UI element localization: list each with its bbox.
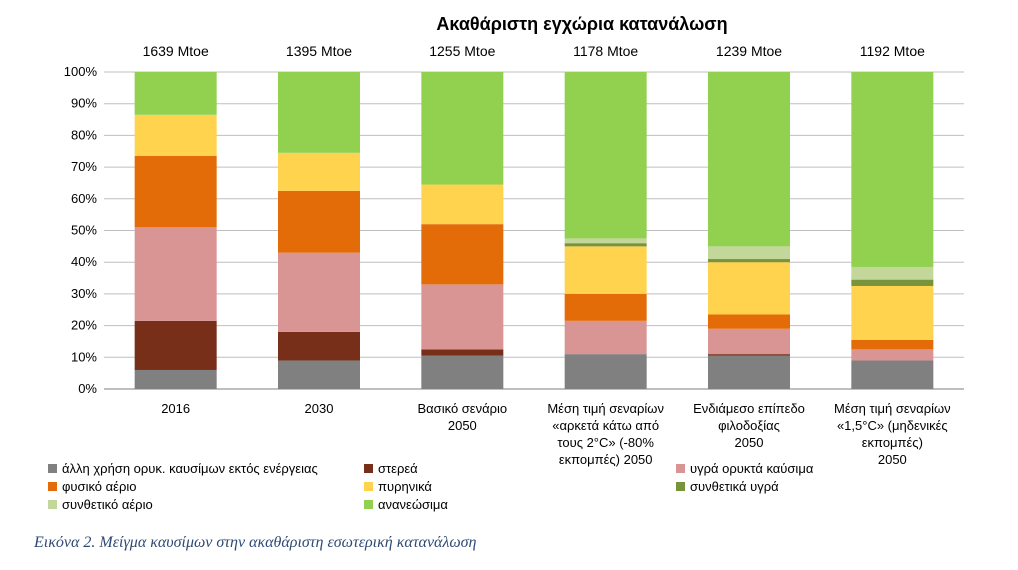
bar-segment bbox=[421, 72, 504, 185]
bar-segment bbox=[851, 285, 934, 340]
legend-label: συνθετικό αέριο bbox=[62, 497, 153, 512]
bar-segment bbox=[134, 320, 217, 370]
category-label: 2016 bbox=[161, 401, 190, 416]
category-label: φιλοδοξίας bbox=[718, 418, 780, 433]
bar-segment bbox=[134, 156, 217, 228]
legend-label: υγρά ορυκτά καύσιμα bbox=[690, 461, 814, 476]
bar-segment bbox=[278, 331, 360, 361]
category-label: 2030 bbox=[305, 401, 334, 416]
bar-segment bbox=[421, 349, 504, 356]
legend-label: στερεά bbox=[378, 461, 418, 476]
category-label: Μέση τιμή σεναρίων bbox=[834, 401, 951, 416]
bar-segment bbox=[278, 152, 360, 191]
legend-swatch bbox=[676, 482, 685, 491]
y-tick-label: 50% bbox=[71, 223, 97, 238]
legend-swatch bbox=[364, 500, 373, 509]
bar-segment bbox=[421, 355, 504, 389]
bar-segment bbox=[564, 320, 647, 355]
bar-segment bbox=[851, 279, 934, 286]
category-label: 2050 bbox=[735, 435, 764, 450]
y-tick-label: 70% bbox=[71, 159, 97, 174]
category-label: 2050 bbox=[448, 418, 477, 433]
category-label: «1,5°C» (μηδενικές bbox=[837, 418, 948, 433]
bar-segment bbox=[851, 72, 934, 267]
bar-segment bbox=[278, 190, 360, 253]
y-tick-label: 0% bbox=[78, 381, 97, 396]
y-tick-label: 40% bbox=[71, 254, 97, 269]
legend-swatch bbox=[48, 500, 57, 509]
y-tick-label: 20% bbox=[71, 318, 97, 333]
y-tick-label: 30% bbox=[71, 286, 97, 301]
bar-segment bbox=[421, 284, 504, 350]
bar-segment bbox=[421, 224, 504, 285]
bar-segment bbox=[708, 354, 790, 356]
bar-segment bbox=[134, 369, 217, 389]
bar-segment bbox=[708, 259, 790, 263]
bar-segment bbox=[134, 72, 217, 115]
category-label: εκπομπές) bbox=[862, 435, 923, 450]
legend-swatch bbox=[48, 464, 57, 473]
bar-segment bbox=[708, 246, 790, 260]
bar-segment bbox=[134, 227, 217, 321]
category-label: 2050 bbox=[878, 452, 907, 467]
bar-segment bbox=[564, 246, 647, 294]
y-tick-label: 100% bbox=[64, 64, 98, 79]
total-label: 1192 Mtoe bbox=[860, 43, 925, 59]
category-label: «αρκετά κάτω από bbox=[552, 418, 659, 433]
bar-segment bbox=[708, 262, 790, 315]
category-label: τους 2°C» (-80% bbox=[557, 435, 654, 450]
category-label: Ενδιάμεσο επίπεδο bbox=[693, 401, 805, 416]
chart-title: Ακαθάριστη εγχώρια κατανάλωση bbox=[436, 14, 727, 34]
bar-segment bbox=[564, 293, 647, 321]
legend-label: ανανεώσιμα bbox=[378, 497, 448, 512]
bar-segment bbox=[851, 360, 934, 389]
bar-segment bbox=[564, 72, 647, 239]
legend-swatch bbox=[364, 482, 373, 491]
category-label: εκπομπές) 2050 bbox=[559, 452, 653, 467]
legend-label: συνθετικά υγρά bbox=[690, 479, 779, 494]
bar-segment bbox=[564, 354, 647, 389]
bar-segment bbox=[564, 238, 647, 244]
total-label: 1255 Mtoe bbox=[429, 43, 495, 59]
category-label: Μέση τιμή σεναρίων bbox=[547, 401, 664, 416]
y-tick-label: 10% bbox=[71, 349, 97, 364]
legend-label: φυσικό αέριο bbox=[62, 479, 136, 494]
bar-segment bbox=[708, 72, 790, 247]
total-label: 1639 Mtoe bbox=[143, 43, 209, 59]
total-label: 1239 Mtoe bbox=[716, 43, 782, 59]
bar-segment bbox=[421, 184, 504, 225]
bar-segment bbox=[851, 266, 934, 280]
y-tick-label: 60% bbox=[71, 191, 97, 206]
bar-segment bbox=[278, 72, 360, 153]
bar-segment bbox=[851, 349, 934, 361]
bar-segment bbox=[708, 314, 790, 329]
bar-segment bbox=[708, 355, 790, 389]
bar-segment bbox=[278, 252, 360, 332]
total-label: 1395 Mtoe bbox=[286, 43, 352, 59]
bar-segment bbox=[134, 114, 217, 157]
bar-segment bbox=[851, 339, 934, 350]
bar-segment bbox=[564, 243, 647, 247]
bar-segment bbox=[278, 360, 360, 389]
legend-label: άλλη χρήση ορυκ. καυσίμων εκτός ενέργεια… bbox=[62, 461, 318, 476]
total-label: 1178 Mtoe bbox=[573, 43, 638, 59]
y-tick-label: 90% bbox=[71, 96, 97, 111]
legend-swatch bbox=[676, 464, 685, 473]
y-tick-label: 80% bbox=[71, 127, 97, 142]
legend-label: πυρηνικά bbox=[378, 479, 432, 494]
legend-swatch bbox=[48, 482, 57, 491]
legend-swatch bbox=[364, 464, 373, 473]
category-label: Βασικό σενάριο bbox=[418, 401, 508, 416]
figure-caption: Εικόνα 2. Μείγμα καυσίμων στην ακαθάριστ… bbox=[34, 534, 477, 551]
bar-segment bbox=[708, 328, 790, 355]
